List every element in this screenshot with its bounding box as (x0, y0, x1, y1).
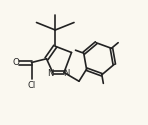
Text: Cl: Cl (27, 80, 36, 90)
Text: N: N (47, 69, 53, 78)
Text: N: N (63, 69, 70, 78)
Text: O: O (12, 58, 19, 67)
